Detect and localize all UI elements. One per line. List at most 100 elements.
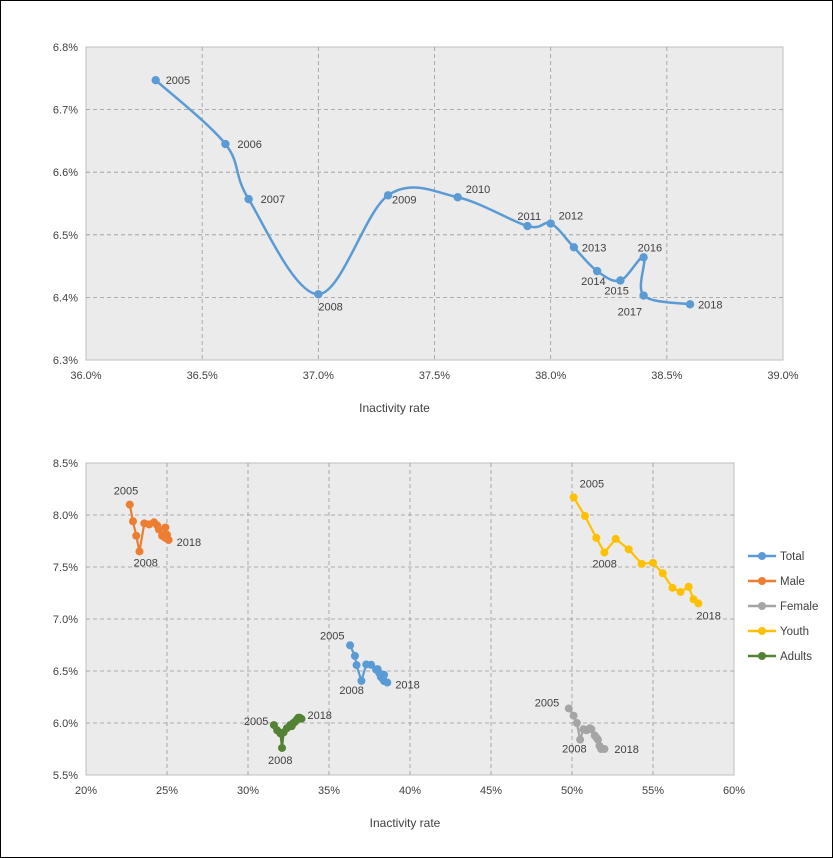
y-tick-label: 8.0% (53, 510, 78, 522)
point-label: 2008 (339, 685, 363, 697)
legend-swatch-marker (758, 602, 766, 610)
point-label: 2008 (562, 744, 586, 756)
point-label: 2015 (604, 285, 628, 297)
y-tick-label: 6.6% (53, 167, 78, 179)
x-tick-label: 38.5% (651, 370, 682, 382)
x-tick-label: 50% (561, 785, 583, 797)
data-point-total (221, 139, 230, 149)
point-label: 2016 (638, 242, 662, 254)
y-tick-label: 6.0% (53, 718, 78, 730)
legend-entry-total: Total (748, 551, 804, 563)
legend: Total Male Female Youth Adults (748, 551, 818, 663)
point-label: 2008 (592, 558, 616, 570)
x-tick-label: 55% (642, 785, 664, 797)
data-point-female (564, 704, 573, 713)
legend-label: Youth (780, 626, 809, 638)
data-point-female (576, 735, 585, 744)
data-point-male (132, 531, 141, 540)
data-point-total (383, 191, 393, 200)
x-tick-label: 20% (75, 785, 97, 797)
point-label: 2018 (177, 537, 201, 549)
data-point-female (587, 725, 596, 734)
data-point-total (346, 641, 355, 650)
point-label: 2018 (614, 744, 638, 756)
data-point-total (453, 193, 462, 202)
data-point-female (593, 735, 602, 744)
data-point-total (314, 290, 323, 299)
point-label: 2008 (133, 557, 157, 569)
point-label: 2008 (268, 755, 292, 767)
series-female: 2005 2008 2018 (535, 697, 639, 756)
series-adults: 2005 2008 2018 (244, 710, 332, 767)
chart-1: 36.0% 36.5% 37.0% 37.5% 38.0% 38.5% 39.0% 6.3% 6… (53, 42, 799, 415)
data-point-youth (624, 545, 633, 554)
x-tick-label: 38.0% (535, 370, 566, 382)
series-youth: 2005 2008 2018 (569, 478, 721, 622)
data-point-total (639, 291, 648, 300)
point-label: 2013 (582, 242, 606, 254)
data-point-youth (611, 534, 620, 543)
data-point-total (244, 194, 253, 204)
data-point-youth (637, 559, 646, 568)
point-label: 2018 (395, 680, 419, 692)
point-label: 2018 (698, 299, 722, 311)
x-axis-title: Inactivity rate (370, 816, 441, 830)
point-label: 2005 (114, 486, 138, 498)
data-point-youth (592, 533, 601, 542)
point-label: 2008 (318, 301, 342, 313)
x-tick-label: 30% (237, 785, 259, 797)
data-point-male (135, 547, 144, 556)
legend-swatch-marker (758, 627, 766, 635)
point-label: 2017 (618, 307, 642, 319)
data-point-total (151, 75, 160, 85)
x-tick-label: 60% (723, 785, 745, 797)
data-point-youth (580, 512, 589, 521)
data-point-adults (278, 743, 287, 752)
point-label: 2018 (696, 610, 720, 622)
data-point-male (154, 525, 163, 534)
y-tick-label: 6.5% (53, 666, 78, 678)
data-point-total (639, 253, 648, 262)
data-point-total (569, 243, 579, 252)
x-axis-title: Inactivity rate (359, 401, 430, 415)
series-male: 2005 2008 2018 (114, 486, 201, 570)
point-label: 2005 (535, 697, 559, 709)
data-point-total (383, 678, 392, 687)
point-label: 2005 (320, 630, 344, 642)
legend-entry-adults: Adults (748, 651, 812, 663)
data-point-total (380, 670, 389, 679)
point-label: 2011 (517, 211, 541, 223)
legend-swatch-marker (758, 652, 766, 660)
data-point-youth (569, 493, 578, 502)
legend-label: Male (780, 576, 805, 588)
y-tick-label: 6.8% (53, 42, 78, 54)
point-label: 2005 (166, 75, 190, 87)
x-tick-label: 25% (156, 785, 178, 797)
data-point-male (128, 517, 137, 526)
data-point-total (592, 266, 602, 276)
legend-label: Female (780, 601, 818, 613)
data-point-total (523, 221, 532, 231)
legend-label: Adults (780, 651, 812, 663)
data-point-total (685, 300, 695, 309)
x-tick-label: 35% (318, 785, 340, 797)
data-point-youth (658, 569, 667, 578)
x-tick-label: 37.0% (303, 370, 334, 382)
legend-swatch-marker (758, 577, 766, 585)
y-tick-label: 8.5% (53, 458, 78, 470)
point-label: 2009 (392, 194, 416, 206)
point-label: 2014 (581, 276, 605, 288)
point-label: 2012 (559, 211, 583, 223)
x-tick-label: 45% (480, 785, 502, 797)
legend-label: Total (780, 551, 804, 563)
x-tick-label: 36.5% (187, 370, 218, 382)
point-label: 2005 (580, 478, 604, 490)
y-tick-label: 5.5% (53, 770, 78, 782)
y-tick-label: 6.7% (53, 105, 78, 117)
data-point-youth (676, 587, 685, 596)
point-label: 2010 (466, 184, 490, 196)
chart-2: 20% 25% 30% 35% 40% 45% 50% 55% 60% 5.5% 6.0% 6.5% 7… (53, 458, 818, 830)
x-tick-label: 39.0% (767, 370, 798, 382)
y-tick-label: 6.4% (53, 292, 78, 304)
data-point-total (357, 676, 366, 685)
